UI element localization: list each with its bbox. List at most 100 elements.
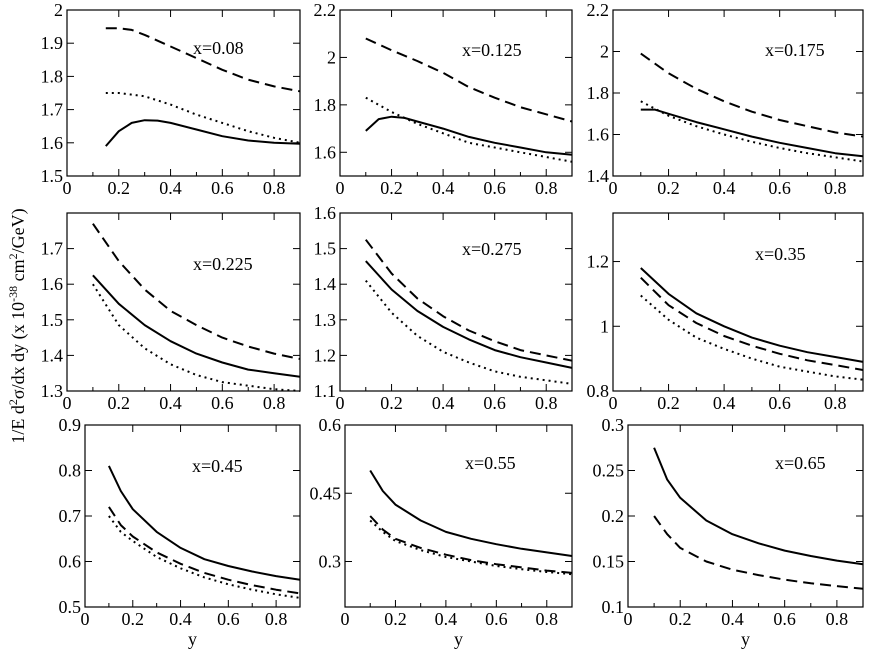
panel-annotation: x=0.125 bbox=[462, 40, 522, 60]
x-tick-label: 0.8 bbox=[824, 393, 847, 413]
y-tick-label: 0.6 bbox=[319, 415, 342, 435]
x-tick-label: 0.4 bbox=[432, 178, 455, 198]
series-dashed-line bbox=[640, 276, 864, 371]
panel-5: 0 0.2 0.4 0.6 0.8 1.1 1.2 1.3 1.4 1.5 1.6 x=0.275 bbox=[314, 203, 573, 413]
y-tick-label: 0.3 bbox=[319, 552, 342, 572]
series-dotted-line bbox=[365, 279, 573, 385]
x-tick-label: 0.6 bbox=[217, 609, 240, 629]
y-tick-label: 1.6 bbox=[314, 142, 337, 162]
series-dashed-line bbox=[105, 27, 301, 93]
x-tick-label: 0.4 bbox=[721, 609, 744, 629]
x-tick-label: 0.8 bbox=[824, 178, 847, 198]
y-tick-label: 0.2 bbox=[602, 506, 625, 526]
x-tick-label: 0 bbox=[624, 609, 633, 629]
x-tick-label: 0 bbox=[63, 178, 72, 198]
x-tick-label: 0 bbox=[341, 609, 350, 629]
y-tick-label: 1.1 bbox=[314, 381, 337, 401]
panel-annotation: x=0.08 bbox=[193, 38, 244, 58]
y-tick-label: 0.25 bbox=[593, 461, 625, 481]
y-tick-label: 1.6 bbox=[587, 125, 610, 145]
series-solid-line bbox=[107, 465, 301, 581]
series-dashed-line bbox=[369, 515, 573, 574]
x-tick-label: 0.6 bbox=[773, 609, 796, 629]
x-tick-label: 0.4 bbox=[432, 393, 455, 413]
y-tick-label: 1.2 bbox=[587, 252, 610, 272]
y-tick-label: 1.5 bbox=[41, 166, 64, 186]
panel-2: 0 0.2 0.4 0.6 0.8 1.6 1.8 2 2.2 x=0.125 bbox=[314, 0, 573, 198]
series-dashed-line bbox=[92, 223, 301, 360]
y-tick-label: 2 bbox=[54, 0, 63, 20]
series-dashed-line bbox=[640, 52, 864, 138]
series-dotted-line bbox=[105, 92, 301, 144]
y-tick-label: 1.5 bbox=[314, 239, 337, 259]
y-tick-label: 0.1 bbox=[602, 597, 625, 617]
y-tick-label: 1.3 bbox=[41, 381, 64, 401]
panel-annotation: x=0.55 bbox=[465, 453, 516, 473]
x-tick-label: 0.4 bbox=[159, 393, 182, 413]
x-tick-label: 0.8 bbox=[263, 178, 286, 198]
x-tick-label: 0.8 bbox=[263, 393, 286, 413]
x-tick-label: 0.2 bbox=[380, 178, 403, 198]
x-tick-label: 0.2 bbox=[657, 393, 680, 413]
x-tick-label: 0.6 bbox=[211, 178, 234, 198]
y-tick-label: 0.8 bbox=[59, 461, 82, 481]
y-tick-label: 2 bbox=[600, 42, 609, 62]
x-tick-label: 0 bbox=[81, 609, 90, 629]
y-tick-label: 0.45 bbox=[310, 483, 342, 503]
plot-frame bbox=[66, 9, 301, 177]
y-tick-label: 0.5 bbox=[59, 597, 82, 617]
plot-frame bbox=[84, 424, 301, 608]
y-tick-label: 1.4 bbox=[314, 274, 337, 294]
x-tick-label: 0.2 bbox=[657, 178, 680, 198]
series-solid-line bbox=[365, 115, 573, 156]
x-tick-label: 0.2 bbox=[122, 609, 145, 629]
panel-annotation: x=0.225 bbox=[193, 254, 253, 274]
panel-annotation: x=0.35 bbox=[755, 244, 806, 264]
x-tick-label: 0.4 bbox=[159, 178, 182, 198]
series-dotted-line bbox=[108, 515, 301, 599]
y-tick-label: 1.6 bbox=[41, 133, 64, 153]
x-tick-label: 0.2 bbox=[384, 609, 407, 629]
panel-annotation: x=0.175 bbox=[765, 40, 825, 60]
panels-group: 0 0.2 0.4 0.6 0.81.51.61.71.81.92x=0.080 0.2 0… bbox=[41, 0, 864, 649]
y-axis-title: 1/E d2σ/dx dy (x 10-38 cm2/GeV) bbox=[6, 208, 29, 443]
y-tick-label: 0.3 bbox=[602, 415, 625, 435]
panel-4: 0 0.2 0.4 0.6 0.8 1.3 1.4 1.5 1.6 1.7 x=0.225 bbox=[41, 212, 301, 413]
series-solid-line bbox=[640, 108, 864, 158]
x-tick-label: 0.6 bbox=[211, 393, 234, 413]
x-tick-label: 0.8 bbox=[535, 178, 558, 198]
y-tick-label: 1.8 bbox=[314, 95, 337, 115]
x-tick-label: 0.2 bbox=[108, 393, 131, 413]
y-tick-label: 0.6 bbox=[59, 552, 82, 572]
x-tick-label: 0.6 bbox=[483, 178, 506, 198]
x-tick-label: 0.2 bbox=[380, 393, 403, 413]
x-tick-label: 0.4 bbox=[713, 393, 736, 413]
x-tick-label: 0.2 bbox=[669, 609, 692, 629]
x-tick-label: 0.8 bbox=[265, 609, 288, 629]
series-solid-line bbox=[640, 267, 864, 363]
panel-annotation: x=0.65 bbox=[775, 453, 826, 473]
x-tick-label: 0.4 bbox=[169, 609, 192, 629]
series-dashed-line bbox=[365, 37, 573, 123]
panel-8: 0 0.2 0.4 0.6 0.8 0.3 0.45 0.6 x=0.55 y bbox=[310, 415, 573, 649]
y-tick-label: 2.2 bbox=[587, 0, 610, 20]
x-tick-label: 0.6 bbox=[485, 609, 508, 629]
series-solid-line bbox=[105, 119, 301, 147]
plot-frame bbox=[339, 212, 573, 392]
x-tick-label: 0.2 bbox=[108, 178, 131, 198]
series-dotted-line bbox=[640, 294, 864, 381]
x-tick-label: 0.4 bbox=[435, 609, 458, 629]
y-tick-label: 1.6 bbox=[41, 274, 64, 294]
y-tick-label: 0.9 bbox=[59, 415, 82, 435]
panel-6: 0 0.2 0.4 0.6 0.8 0.8 1 1.2 x=0.35 bbox=[587, 212, 864, 413]
x-tick-label: 0 bbox=[63, 393, 72, 413]
y-tick-label: 1 bbox=[600, 316, 609, 336]
panel-9: 0 0.2 0.4 0.6 0.8 0.1 0.15 0.2 0.25 0.3 x=0.65 y bbox=[593, 415, 864, 649]
y-tick-label: 0.8 bbox=[587, 381, 610, 401]
y-tick-label: 1.7 bbox=[41, 239, 64, 259]
y-tick-label: 1.4 bbox=[587, 166, 610, 186]
x-tick-label: 0.4 bbox=[713, 178, 736, 198]
x-tick-label: 0.6 bbox=[768, 393, 791, 413]
y-tick-label: 0.7 bbox=[59, 506, 82, 526]
